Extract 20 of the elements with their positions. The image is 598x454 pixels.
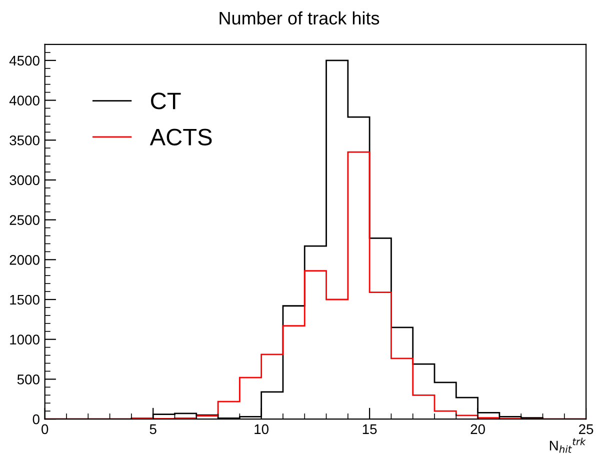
x-tick-label: 15: [362, 424, 377, 434]
y-tick-label: 1500: [10, 294, 40, 305]
y-tick-label: 2000: [10, 254, 40, 265]
chart-title: Number of track hits: [220, 11, 380, 25]
x-tick-label: 0: [42, 424, 48, 434]
y-tick-label: 3000: [10, 175, 40, 186]
y-tick-label: 1000: [10, 334, 40, 345]
y-tick-label: 3500: [10, 135, 40, 146]
y-tick-label: 4000: [9, 96, 40, 106]
legend-label: CT: [151, 92, 181, 110]
y-tick-label: 0: [32, 414, 40, 424]
x-tick-label: 10: [254, 424, 269, 434]
legend-label: ACTS: [150, 128, 212, 146]
x-axis-title: N$_{hit}$$^{trk}$: [550, 438, 586, 453]
y-tick-label: 2500: [10, 215, 40, 225]
x-tick-label: 5: [150, 424, 156, 434]
x-tick-label: 25: [579, 424, 594, 434]
y-tick-label: 4500: [9, 56, 40, 66]
x-tick-label: 20: [470, 424, 485, 434]
y-tick-label: 500: [17, 374, 40, 384]
